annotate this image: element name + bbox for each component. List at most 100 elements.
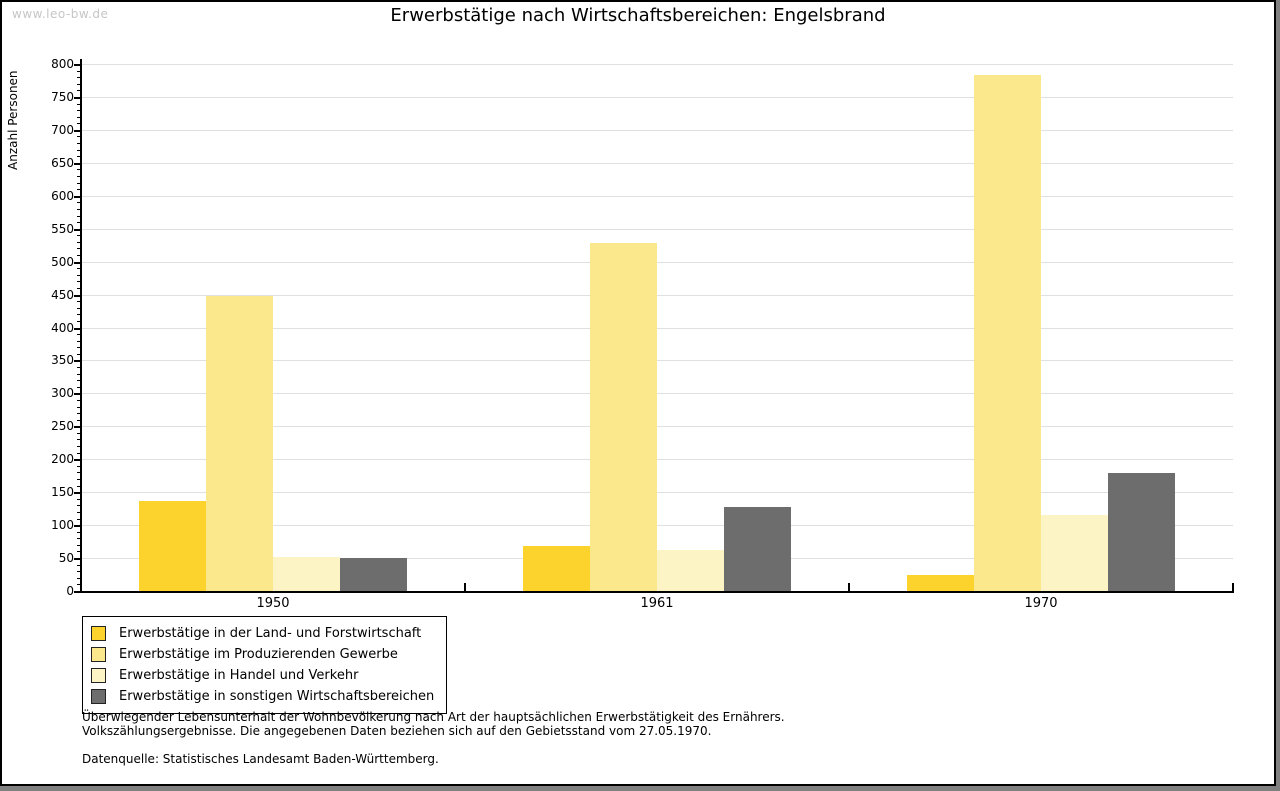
bar — [657, 550, 724, 591]
y-tick-label: 500 — [51, 255, 74, 269]
y-tick-minor — [77, 71, 81, 72]
y-tick-minor — [77, 486, 81, 487]
y-tick-minor — [77, 545, 81, 546]
y-tick-major — [74, 591, 81, 593]
x-category-label: 1950 — [256, 596, 290, 611]
y-tick-minor — [77, 242, 81, 243]
x-tick — [80, 583, 82, 591]
y-tick-minor — [77, 433, 81, 434]
x-tick — [464, 583, 466, 591]
y-tick-minor — [77, 400, 81, 401]
y-tick-minor — [77, 380, 81, 381]
y-tick-minor — [77, 512, 81, 513]
y-tick-major — [74, 229, 81, 231]
gridline — [81, 459, 1233, 460]
y-tick-minor — [77, 104, 81, 105]
legend-swatch — [91, 647, 106, 662]
y-tick-minor — [77, 308, 81, 309]
x-category-label: 1961 — [640, 596, 674, 611]
y-tick-label: 250 — [51, 419, 74, 433]
gridline — [81, 295, 1233, 296]
y-tick-minor — [77, 499, 81, 500]
y-tick-major — [74, 558, 81, 560]
gridline — [81, 328, 1233, 329]
bar — [523, 546, 590, 591]
bar — [139, 501, 206, 591]
y-tick-label: 750 — [51, 90, 74, 104]
y-tick-minor — [77, 413, 81, 414]
y-tick-minor — [77, 117, 81, 118]
y-tick-minor — [77, 248, 81, 249]
y-tick-minor — [77, 281, 81, 282]
y-tick-major — [74, 163, 81, 165]
bar — [273, 557, 340, 591]
y-tick-label: 450 — [51, 288, 74, 302]
gridline — [81, 558, 1233, 559]
bar — [340, 558, 407, 591]
gridline — [81, 196, 1233, 197]
y-tick-minor — [77, 268, 81, 269]
y-tick-minor — [77, 84, 81, 85]
gridline — [81, 393, 1233, 394]
y-tick-minor — [77, 479, 81, 480]
gridline — [81, 163, 1233, 164]
y-tick-minor — [77, 222, 81, 223]
y-tick-label: 650 — [51, 156, 74, 170]
y-tick-label: 800 — [51, 57, 74, 71]
y-tick-major — [74, 525, 81, 527]
y-tick-label: 350 — [51, 353, 74, 367]
gridline — [81, 262, 1233, 263]
y-tick-minor — [77, 288, 81, 289]
y-tick-major — [74, 360, 81, 362]
y-tick-label: 400 — [51, 321, 74, 335]
gridline — [81, 64, 1233, 65]
y-tick-minor — [77, 169, 81, 170]
bar — [590, 243, 657, 591]
y-tick-minor — [77, 439, 81, 440]
gridline — [81, 492, 1233, 493]
y-tick-minor — [77, 341, 81, 342]
x-tick — [848, 583, 850, 591]
y-tick-minor — [77, 532, 81, 533]
legend-item: Erwerbstätige in sonstigen Wirtschaftsbe… — [91, 686, 434, 707]
legend-swatch — [91, 668, 106, 683]
legend-label: Erwerbstätige in Handel und Verkehr — [119, 668, 359, 683]
y-tick-major — [74, 295, 81, 297]
y-tick-label: 300 — [51, 386, 74, 400]
chart-title: Erwerbstätige nach Wirtschaftsbereichen:… — [390, 5, 886, 26]
y-tick-minor — [77, 235, 81, 236]
y-tick-minor — [77, 183, 81, 184]
legend-label: Erwerbstätige in der Land- und Forstwirt… — [119, 626, 422, 641]
y-tick-minor — [77, 176, 81, 177]
y-tick-minor — [77, 472, 81, 473]
gridline — [81, 525, 1233, 526]
y-axis-label: Anzahl Personen — [6, 70, 20, 170]
y-tick-minor — [77, 156, 81, 157]
y-tick-minor — [77, 255, 81, 256]
y-tick-minor — [77, 136, 81, 137]
legend: Erwerbstätige in der Land- und Forstwirt… — [82, 616, 448, 714]
legend-item: Erwerbstätige in der Land- und Forstwirt… — [91, 623, 434, 644]
y-tick-minor — [77, 453, 81, 454]
y-tick-minor — [77, 150, 81, 151]
y-tick-label: 700 — [51, 123, 74, 137]
y-tick-minor — [77, 90, 81, 91]
y-axis-line — [80, 59, 82, 593]
bar — [206, 296, 273, 591]
bar — [1108, 473, 1175, 591]
y-tick-major — [74, 459, 81, 461]
y-tick-minor — [77, 505, 81, 506]
gridline — [81, 130, 1233, 131]
y-tick-minor — [77, 538, 81, 539]
footnote-line-2: Volkszählungsergebnisse. Die angegebenen… — [82, 724, 712, 738]
x-category-label: 1970 — [1024, 596, 1058, 611]
gridline — [81, 426, 1233, 427]
y-tick-label: 50 — [58, 551, 74, 565]
legend-label: Erwerbstätige in sonstigen Wirtschaftsbe… — [119, 689, 435, 704]
footnote: Überwiegender Lebensunterhalt der Wohnbe… — [82, 710, 1182, 738]
y-tick-minor — [77, 571, 81, 572]
y-tick-minor — [77, 420, 81, 421]
y-tick-major — [74, 196, 81, 198]
y-tick-label: 600 — [51, 189, 74, 203]
